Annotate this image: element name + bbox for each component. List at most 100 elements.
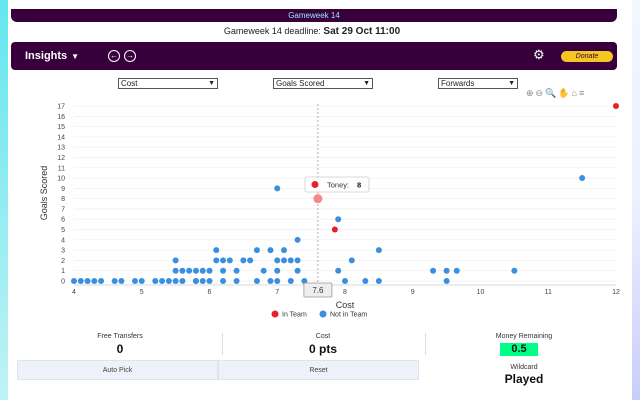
point-not-in-team[interactable] bbox=[172, 278, 179, 284]
legend-in-team[interactable]: In Team bbox=[282, 312, 307, 319]
point-not-in-team[interactable] bbox=[274, 185, 281, 192]
legend-marker-not-in-team bbox=[319, 310, 327, 318]
point-not-in-team[interactable] bbox=[253, 278, 260, 284]
divider bbox=[222, 333, 223, 355]
point-not-in-team[interactable] bbox=[274, 257, 281, 264]
zoom-in-icon[interactable]: ⊕ bbox=[526, 88, 536, 98]
gameweek-banner: Gameweek 14 bbox=[11, 9, 617, 22]
donate-button[interactable]: Donate bbox=[561, 51, 613, 62]
gear-icon[interactable]: ⚙ bbox=[533, 47, 545, 62]
y-metric-value: Goals Scored bbox=[276, 79, 325, 88]
point-not-in-team[interactable] bbox=[152, 278, 159, 284]
point-not-in-team[interactable] bbox=[91, 278, 98, 284]
y-tick-label: 12 bbox=[57, 155, 65, 162]
position-select[interactable]: Forwards ▼ bbox=[438, 78, 518, 89]
top-toolbar: Insights ▼ ← → ⚙ Donate bbox=[11, 42, 617, 70]
y-tick-label: 9 bbox=[61, 186, 65, 193]
point-not-in-team[interactable] bbox=[301, 278, 308, 284]
point-not-in-team[interactable] bbox=[267, 278, 274, 284]
point-not-in-team[interactable] bbox=[138, 278, 145, 284]
point-not-in-team[interactable] bbox=[453, 267, 460, 274]
arrow-left-circle-icon[interactable]: ← bbox=[108, 50, 120, 62]
point-in-team[interactable] bbox=[331, 226, 338, 233]
auto-pick-button[interactable]: Auto Pick bbox=[17, 360, 218, 380]
y-tick-label: 4 bbox=[61, 237, 65, 244]
point-not-in-team[interactable] bbox=[220, 267, 227, 274]
deadline-value: Sat 29 Oct 11:00 bbox=[323, 26, 401, 37]
point-not-in-team[interactable] bbox=[247, 257, 254, 264]
point-not-in-team[interactable] bbox=[267, 247, 274, 254]
point-not-in-team[interactable] bbox=[335, 216, 342, 223]
point-not-in-team[interactable] bbox=[375, 247, 382, 254]
point-not-in-team[interactable] bbox=[287, 278, 294, 284]
point-not-in-team[interactable] bbox=[253, 247, 260, 254]
point-not-in-team[interactable] bbox=[159, 278, 166, 284]
point-not-in-team[interactable] bbox=[362, 278, 369, 284]
point-not-in-team[interactable] bbox=[192, 267, 199, 274]
y-metric-select[interactable]: Goals Scored ▼ bbox=[273, 78, 373, 89]
pan-hand-icon[interactable]: ✋ bbox=[558, 88, 572, 98]
reset-button[interactable]: Reset bbox=[218, 360, 419, 380]
point-not-in-team[interactable] bbox=[294, 267, 301, 274]
menu-icon[interactable]: ≡ bbox=[578, 88, 587, 98]
point-not-in-team[interactable] bbox=[165, 278, 172, 284]
point-not-in-team[interactable] bbox=[260, 267, 267, 274]
point-not-in-team[interactable] bbox=[179, 278, 186, 284]
point-not-in-team[interactable] bbox=[342, 278, 348, 284]
point-not-in-team[interactable] bbox=[220, 257, 227, 264]
point-not-in-team[interactable] bbox=[443, 267, 450, 274]
point-not-in-team[interactable] bbox=[579, 175, 586, 182]
x-tick-label: 9 bbox=[411, 289, 415, 296]
legend-not-in-team[interactable]: Not in Team bbox=[330, 312, 367, 319]
point-not-in-team[interactable] bbox=[192, 278, 199, 284]
point-not-in-team[interactable] bbox=[172, 257, 179, 264]
point-in-team[interactable] bbox=[613, 103, 619, 109]
point-not-in-team[interactable] bbox=[274, 267, 281, 274]
point-not-in-team[interactable] bbox=[226, 257, 233, 264]
point-not-in-team[interactable] bbox=[233, 278, 240, 284]
point-not-in-team[interactable] bbox=[220, 278, 227, 284]
arrow-right-circle-icon[interactable]: → bbox=[124, 50, 136, 62]
point-not-in-team[interactable] bbox=[375, 278, 382, 284]
magnify-icon[interactable]: 🔍 bbox=[545, 88, 559, 98]
point-not-in-team[interactable] bbox=[172, 267, 179, 274]
point-not-in-team[interactable] bbox=[281, 257, 288, 264]
home-icon[interactable]: ⌂ bbox=[571, 88, 579, 98]
point-not-in-team[interactable] bbox=[213, 257, 220, 264]
point-not-in-team[interactable] bbox=[118, 278, 125, 284]
point-not-in-team[interactable] bbox=[84, 278, 91, 284]
point-in-team[interactable] bbox=[313, 194, 323, 204]
point-not-in-team[interactable] bbox=[186, 267, 193, 274]
y-tick-label: 11 bbox=[58, 165, 65, 172]
point-not-in-team[interactable] bbox=[131, 278, 138, 284]
point-not-in-team[interactable] bbox=[233, 267, 240, 274]
point-not-in-team[interactable] bbox=[281, 247, 288, 254]
point-not-in-team[interactable] bbox=[335, 267, 342, 274]
insights-label: Insights bbox=[25, 50, 68, 62]
zoom-out-icon[interactable]: ⊖ bbox=[535, 88, 546, 98]
point-not-in-team[interactable] bbox=[179, 267, 186, 274]
point-not-in-team[interactable] bbox=[213, 247, 220, 254]
point-not-in-team[interactable] bbox=[199, 278, 206, 284]
insights-dropdown[interactable]: Insights ▼ bbox=[25, 50, 79, 62]
point-not-in-team[interactable] bbox=[71, 278, 77, 284]
point-not-in-team[interactable] bbox=[274, 278, 281, 284]
point-not-in-team[interactable] bbox=[430, 267, 437, 274]
point-not-in-team[interactable] bbox=[206, 267, 213, 274]
point-not-in-team[interactable] bbox=[111, 278, 118, 284]
point-not-in-team[interactable] bbox=[294, 257, 301, 264]
point-not-in-team[interactable] bbox=[443, 278, 450, 284]
point-not-in-team[interactable] bbox=[98, 278, 105, 284]
point-not-in-team[interactable] bbox=[199, 267, 206, 274]
point-not-in-team[interactable] bbox=[511, 267, 518, 274]
point-not-in-team[interactable] bbox=[287, 257, 294, 264]
point-not-in-team[interactable] bbox=[77, 278, 84, 284]
x-tick-label: 6 bbox=[208, 289, 212, 296]
point-not-in-team[interactable] bbox=[240, 257, 247, 264]
x-axis-label: Cost bbox=[336, 300, 355, 310]
x-metric-select[interactable]: Cost ▼ bbox=[118, 78, 218, 89]
point-not-in-team[interactable] bbox=[348, 257, 355, 264]
point-not-in-team[interactable] bbox=[206, 278, 213, 284]
point-not-in-team[interactable] bbox=[294, 236, 301, 243]
